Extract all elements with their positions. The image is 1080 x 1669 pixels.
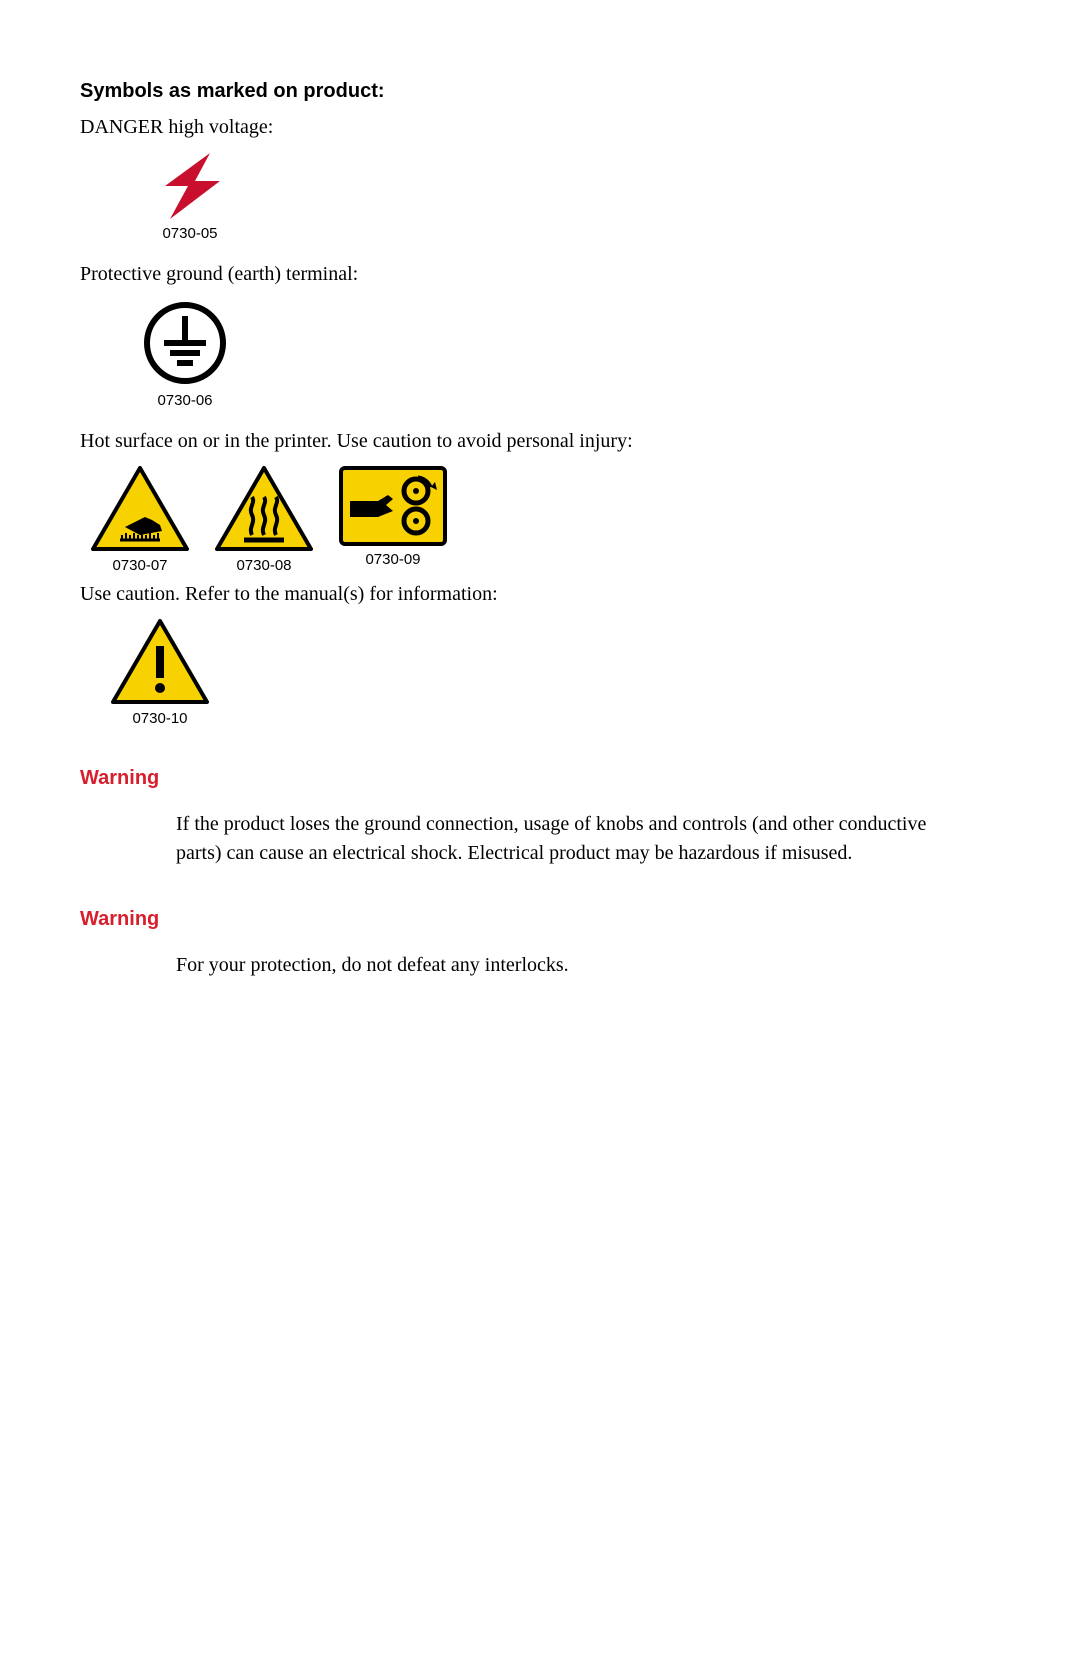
- symbol-caption: 0730-09: [365, 551, 420, 568]
- page: Symbols as marked on product: DANGER hig…: [0, 0, 1080, 1080]
- hot-hand-triangle-icon: [90, 465, 190, 553]
- heat-waves-triangle-icon: [214, 465, 314, 553]
- symbol-heat-waves: 0730-08: [214, 465, 314, 574]
- symbol-block-1: 0730-06: [140, 298, 1000, 409]
- symbol-caption: 0730-08: [236, 557, 291, 574]
- symbol-caption: 0730-05: [162, 225, 217, 242]
- symbol-row-2: 0730-07 0730-08: [90, 465, 1000, 574]
- symbol-caption: 0730-10: [132, 710, 187, 727]
- symbol-hot-hand: 0730-07: [90, 465, 190, 574]
- symbol-exclaim: 0730-10: [110, 618, 210, 727]
- warning-body-0: If the product loses the ground connecti…: [176, 810, 956, 868]
- symbol-caption: 0730-06: [157, 392, 212, 409]
- symbol-block-3: 0730-10: [110, 618, 1000, 727]
- item-label-3: Use caution. Refer to the manual(s) for …: [80, 580, 1000, 608]
- warning-body-1: For your protection, do not defeat any i…: [176, 951, 956, 980]
- section-title: Symbols as marked on product:: [80, 80, 1000, 103]
- danger-bolt-icon: [140, 151, 240, 221]
- symbol-pinch: 0730-09: [338, 465, 448, 574]
- symbol-ground: 0730-06: [140, 298, 230, 409]
- item-label-0: DANGER high voltage:: [80, 113, 1000, 141]
- ground-icon: [140, 298, 230, 388]
- pinch-point-icon: [338, 465, 448, 547]
- symbol-caption: 0730-07: [112, 557, 167, 574]
- warning-heading-1: Warning: [80, 908, 1000, 931]
- item-label-1: Protective ground (earth) terminal:: [80, 260, 1000, 288]
- item-label-2: Hot surface on or in the printer. Use ca…: [80, 427, 1000, 455]
- caution-triangle-icon: [110, 618, 210, 706]
- symbol-block-0: 0730-05: [140, 151, 1000, 242]
- warning-heading-0: Warning: [80, 767, 1000, 790]
- symbol-bolt: 0730-05: [140, 151, 240, 242]
